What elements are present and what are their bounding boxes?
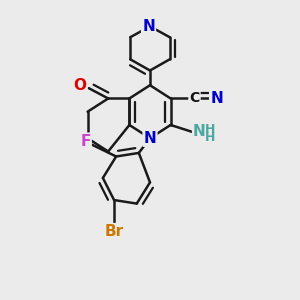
Text: N: N <box>210 91 223 106</box>
Text: H: H <box>205 131 215 144</box>
Text: Br: Br <box>105 224 124 239</box>
Text: O: O <box>74 78 86 93</box>
Text: N: N <box>144 131 156 146</box>
Text: H: H <box>205 123 215 136</box>
Text: N: N <box>142 19 155 34</box>
Text: N: N <box>193 124 206 139</box>
Text: F: F <box>80 134 91 149</box>
Text: C: C <box>189 91 200 105</box>
